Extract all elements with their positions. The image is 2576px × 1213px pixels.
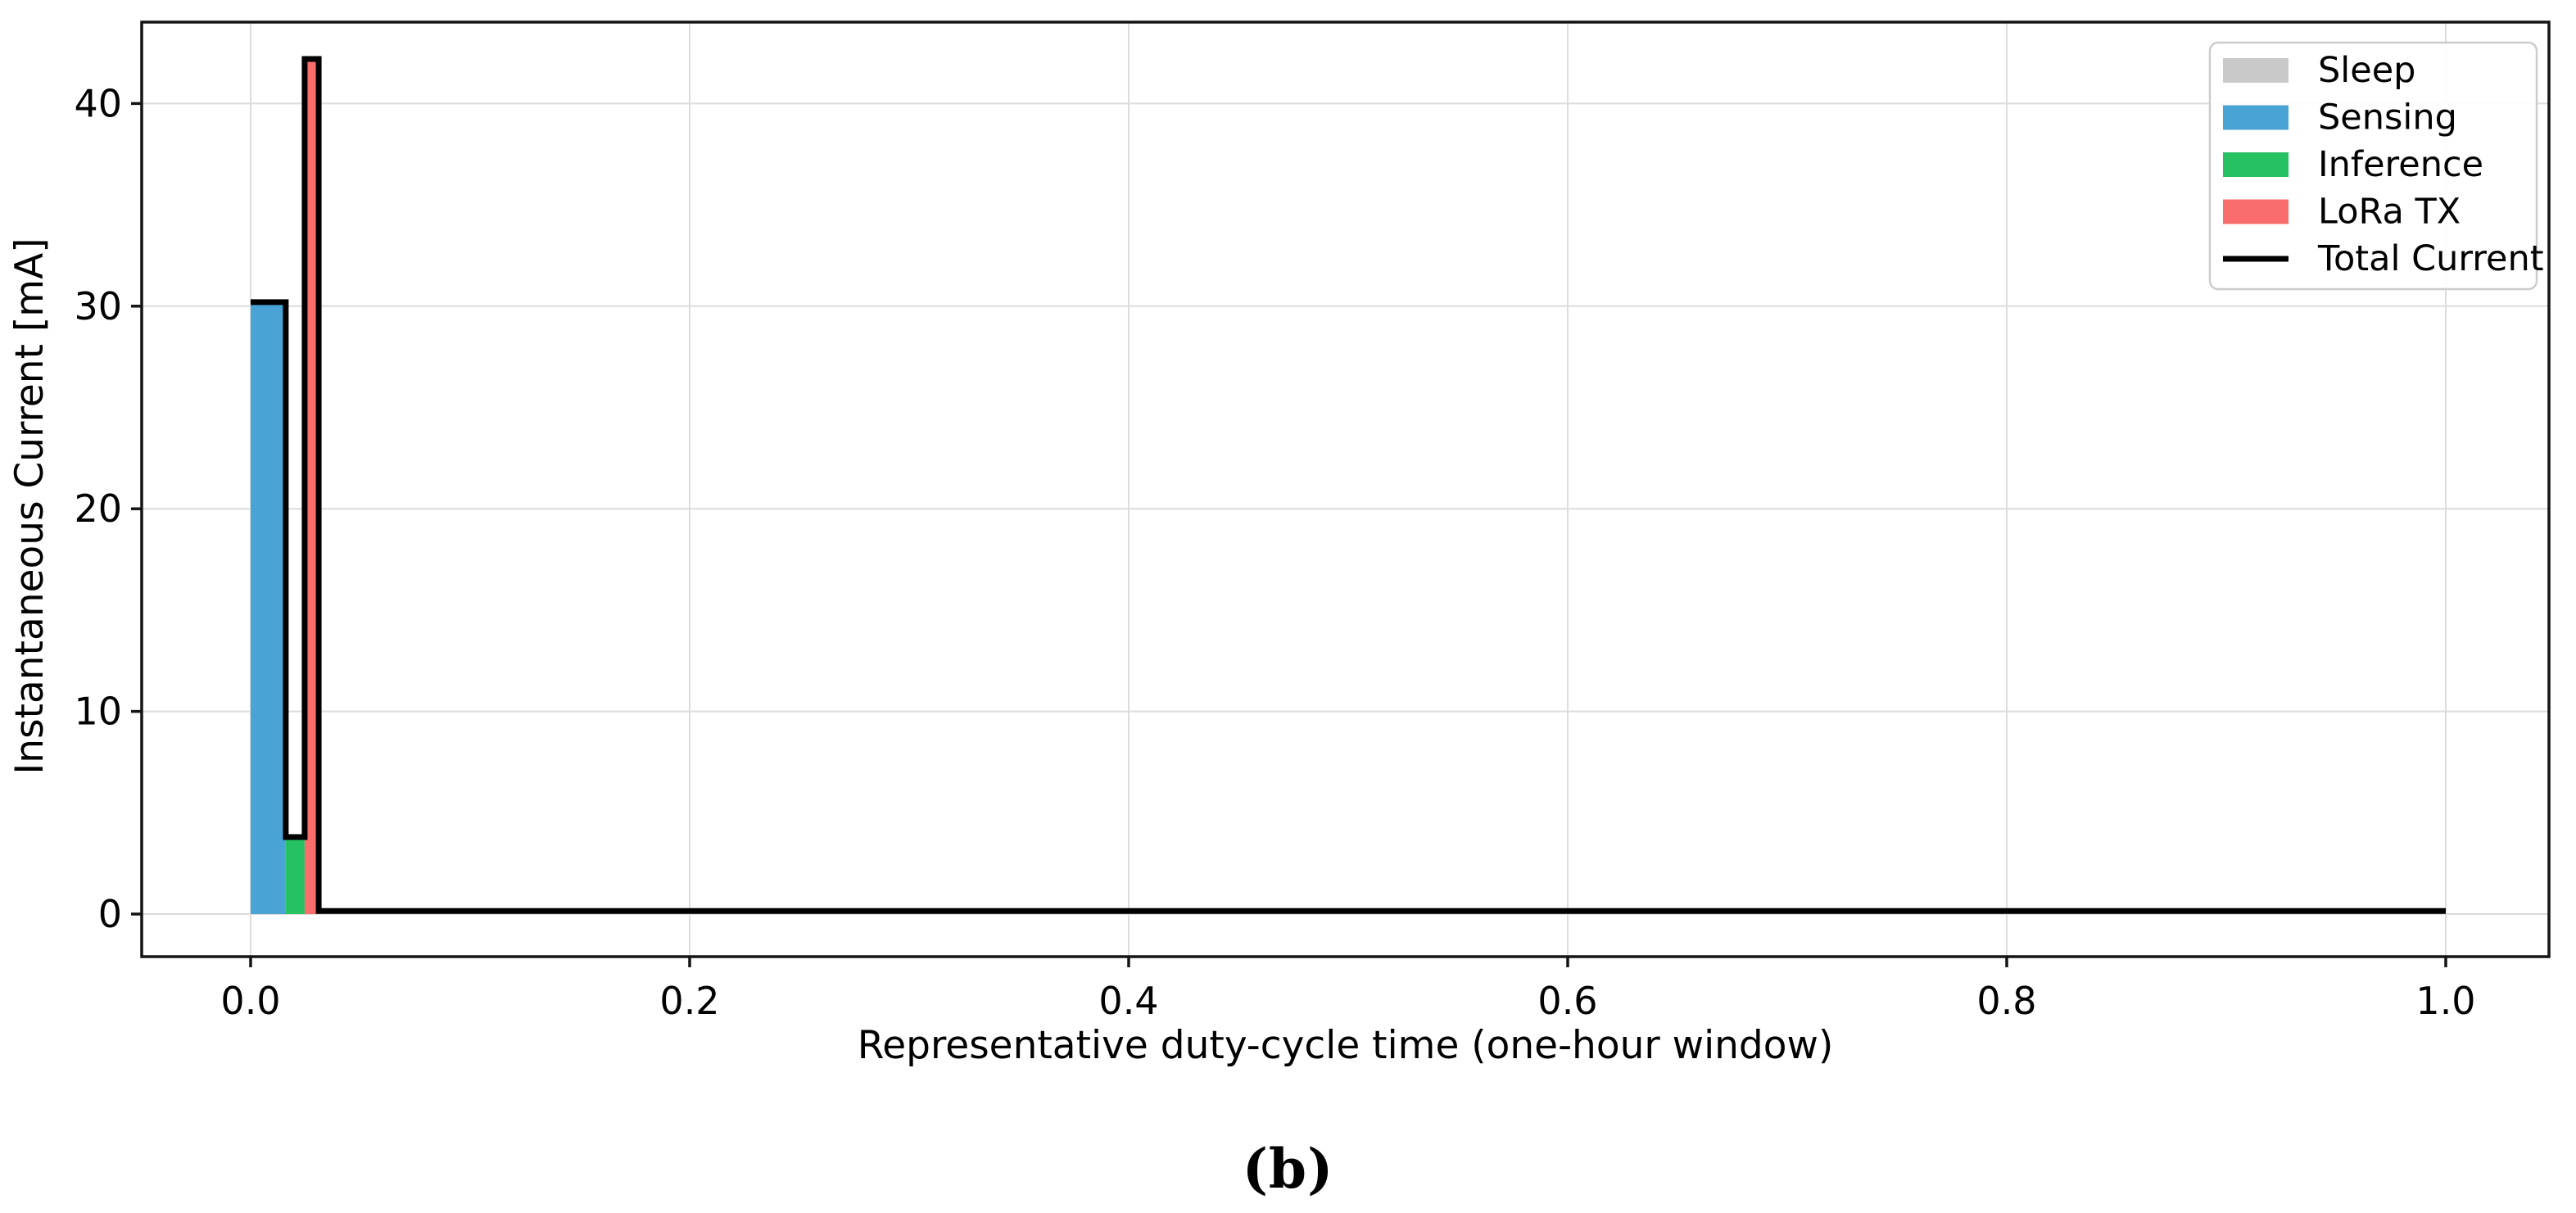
x-axis-label: Representative duty-cycle time (one-hour… <box>858 1023 1834 1068</box>
plot-border <box>140 20 2551 958</box>
legend-swatch-sensing <box>2223 105 2289 130</box>
legend-entry-sensing: Sensing <box>2223 97 2457 138</box>
x-tick-label: 0.2 <box>659 979 719 1023</box>
legend-entry-total-current: Total Current <box>2223 238 2544 279</box>
bars-group <box>251 58 2446 914</box>
gridlines-group <box>142 22 2549 957</box>
bar-sensing <box>251 301 286 914</box>
total-current-line <box>251 56 2446 914</box>
x-tick-label: 0.8 <box>1976 979 2036 1023</box>
legend-box <box>2208 41 2538 291</box>
legend-group: Sleep Sensing Inference LoRa TX Total Curren… <box>2208 41 2544 291</box>
legend-swatch-sleep <box>2223 58 2289 83</box>
y-tick-label: 10 <box>74 690 122 734</box>
y-tick-label: 30 <box>74 284 122 328</box>
legend-label-inference: Inference <box>2318 144 2483 185</box>
y-tick-label: 20 <box>74 487 122 531</box>
legend-entry-inference: Inference <box>2223 144 2483 185</box>
figure-caption: (b) <box>1242 1137 1334 1201</box>
y-axis-label: Instantaneous Current [mA] <box>7 238 52 774</box>
bar-lora-tx <box>304 58 319 914</box>
legend-swatch-inference <box>2223 152 2289 177</box>
legend-label-sensing: Sensing <box>2318 97 2457 138</box>
legend-swatch-lora-tx <box>2223 199 2289 224</box>
y-tick-label: 0 <box>98 892 122 936</box>
bar-inference <box>285 836 305 914</box>
legend-label-sleep: Sleep <box>2318 50 2415 91</box>
x-tick-label: 0.4 <box>1098 979 1158 1023</box>
axes-group: 0.0 0.2 0.4 0.6 0.8 1.0 0 10 20 30 40 Representativ… <box>7 20 2551 1068</box>
y-tick-label: 40 <box>74 81 122 125</box>
legend-entry-lora-tx: LoRa TX <box>2223 192 2461 233</box>
x-tick-label: 0.6 <box>1537 979 1597 1023</box>
legend-entry-sleep: Sleep <box>2223 50 2415 91</box>
legend-label-total-current: Total Current <box>2317 238 2544 279</box>
legend-label-lora-tx: LoRa TX <box>2318 192 2461 233</box>
x-tick-label: 0.0 <box>220 979 280 1023</box>
total-current-group <box>251 56 2446 914</box>
x-tick-label: 1.0 <box>2415 979 2475 1023</box>
